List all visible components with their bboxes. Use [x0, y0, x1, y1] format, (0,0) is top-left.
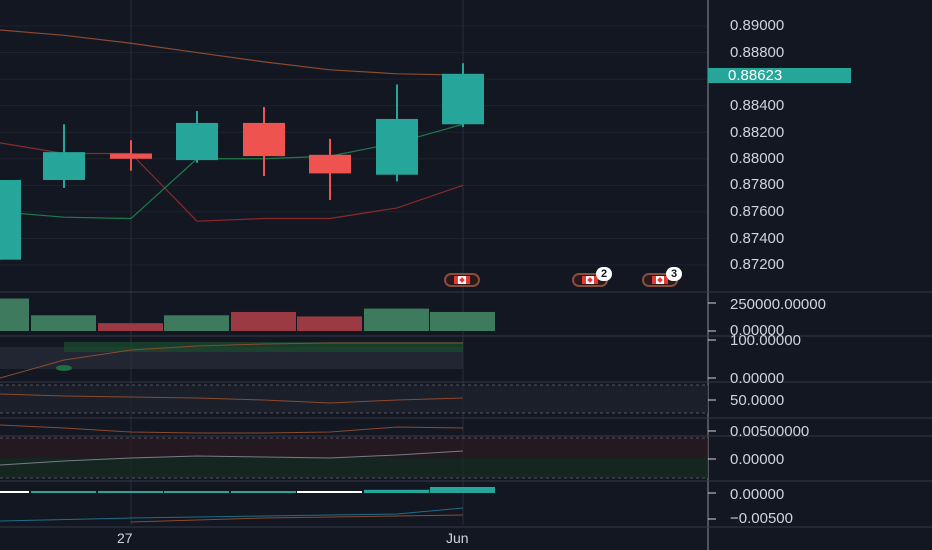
histogram-bar	[231, 491, 296, 493]
histogram-bar	[31, 491, 96, 493]
volume-bar	[364, 308, 429, 331]
indicator-line	[0, 342, 463, 379]
candle-body	[110, 153, 152, 159]
event-count-badge: 3	[666, 267, 682, 281]
price-axis-label: 0.89000	[730, 17, 785, 34]
volume-bar	[297, 316, 362, 331]
candle-body	[309, 154, 351, 174]
indicator-dot	[56, 365, 72, 371]
price-axis-label: 0.88000	[730, 150, 785, 167]
histogram-bar	[164, 491, 229, 493]
volume-bar	[164, 315, 229, 331]
volume-bar	[98, 323, 163, 331]
candle-body	[376, 118, 418, 175]
volume-axis-label: 0.00000	[730, 322, 785, 339]
event-marker[interactable]: 3	[642, 267, 682, 287]
volume-axis-label: 250000.00000	[730, 296, 826, 313]
candlesticks[interactable]	[0, 63, 484, 260]
candle-body	[243, 122, 285, 157]
candle-body	[442, 73, 484, 125]
indicator-fill	[64, 342, 463, 352]
indicator4-axis-label: −0.00500	[730, 510, 793, 527]
indicator4-axis-label: 0.00000	[730, 486, 785, 503]
indicator-panes	[0, 291, 932, 528]
histogram-bars	[0, 487, 495, 493]
indicator3-axis-label: 0.00500000	[730, 423, 810, 440]
indicator1-axis-label: 0.00000	[730, 370, 785, 387]
canada-flag-icon	[582, 276, 598, 284]
indicator1-axis-label: 100.00000	[730, 332, 801, 349]
candle-body	[43, 152, 85, 181]
volume-bars	[0, 298, 495, 331]
histogram-bar	[98, 491, 163, 493]
indicator-line	[0, 450, 464, 466]
price-axis-label: 0.87400	[730, 230, 785, 247]
histogram-bar	[0, 491, 29, 493]
time-axis-label: 27	[117, 530, 133, 546]
price-axis-label: 0.88400	[730, 97, 785, 114]
indicator-band	[0, 438, 708, 458]
volume-bar	[231, 311, 296, 331]
moving-average-line	[0, 29, 464, 76]
price-axis-label: 0.87200	[730, 256, 785, 273]
price-axis-label: 0.88200	[730, 124, 785, 141]
time-axis-label: Jun	[446, 530, 469, 546]
indicator3-axis-label: 0.00000	[730, 451, 785, 468]
volume-bar	[0, 298, 29, 331]
current-price-tag: 0.88623	[708, 68, 851, 83]
price-axis-label: 0.88800	[730, 44, 785, 61]
histogram-bar	[364, 489, 429, 493]
indicator-band	[0, 458, 708, 478]
canada-flag-icon	[454, 276, 470, 284]
indicator-band	[0, 385, 708, 413]
indicator-line	[0, 424, 464, 434]
price-axis-label: 0.87800	[730, 176, 785, 193]
volume-bar	[31, 315, 96, 331]
price-axis-label: 0.87600	[730, 203, 785, 220]
histogram-bar	[297, 491, 362, 493]
event-marker[interactable]	[444, 273, 480, 287]
candle-body	[176, 122, 218, 161]
histogram-bar	[430, 487, 495, 493]
volume-bar	[430, 311, 495, 331]
indicator2-axis-label: 50.0000	[730, 392, 785, 409]
event-marker[interactable]: 2	[572, 267, 612, 287]
event-count-badge: 2	[596, 267, 612, 281]
candle-body	[0, 180, 21, 260]
indicator-line	[130, 514, 464, 523]
indicator-line	[0, 393, 464, 404]
canada-flag-icon	[652, 276, 668, 284]
indicator-line	[0, 507, 464, 522]
